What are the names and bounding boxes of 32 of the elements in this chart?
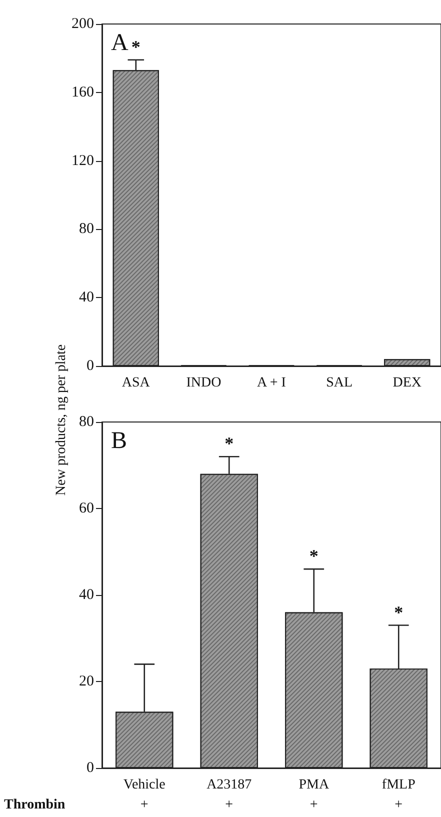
text: +	[310, 798, 318, 812]
y-tick-label: 80	[79, 221, 94, 238]
text: +	[225, 798, 234, 812]
y-tick-label: 40	[79, 587, 94, 603]
y-tick-label: 80	[79, 414, 94, 430]
annotation: *	[394, 602, 404, 622]
x-tick-label: INDO	[186, 376, 222, 390]
x-tick-label: SAL	[326, 376, 353, 390]
x-tick-label: A + I	[257, 376, 286, 390]
chart-title: A	[111, 30, 129, 56]
x-tick-label: DEX	[392, 376, 422, 390]
y-tick-label: 120	[72, 152, 94, 169]
text: Thrombin	[4, 798, 66, 812]
x-tick-label: PMA	[298, 778, 330, 792]
chart-title: B	[111, 428, 128, 454]
y-tick-label: 40	[79, 290, 94, 306]
annotation: *	[131, 36, 140, 57]
y-tick-label: 60	[79, 500, 94, 516]
y-tick-label: 0	[86, 760, 94, 776]
x-tick-label: fMLP	[382, 778, 416, 792]
annotation: *	[224, 434, 234, 454]
x-tick-label: Vehicle	[123, 778, 166, 792]
x-tick-label: ASA	[122, 376, 151, 390]
y-tick-label: 0	[86, 358, 94, 374]
text: +	[140, 798, 148, 812]
annotation: *	[309, 546, 318, 566]
y-tick-label: 200	[72, 16, 94, 32]
x-tick-label: A23187	[206, 778, 252, 792]
y-axis-title: New products, ng per plate	[54, 344, 70, 496]
y-tick-label: 20	[79, 674, 94, 690]
y-tick-label: 160	[72, 84, 94, 100]
text: +	[394, 798, 403, 812]
